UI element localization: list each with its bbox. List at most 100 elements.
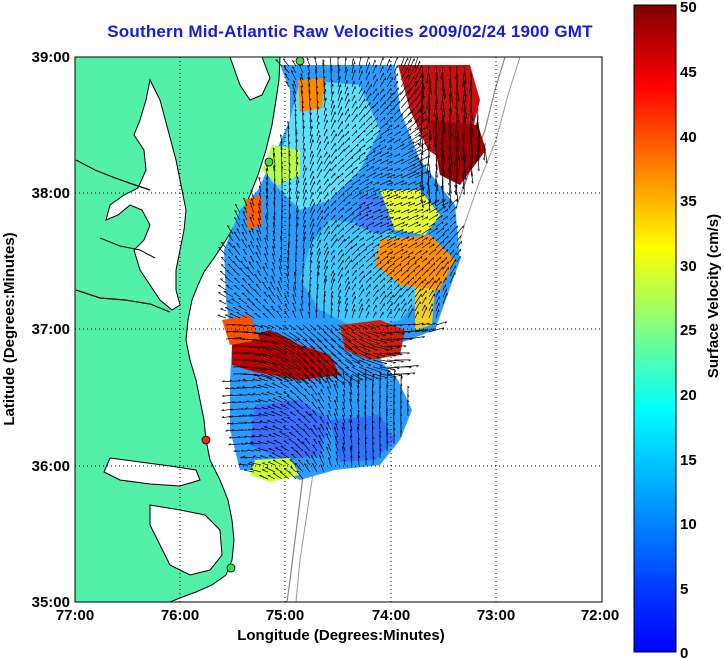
velocity-arrow-head — [427, 269, 429, 272]
velocity-arrow — [316, 148, 321, 158]
velocity-arrow — [393, 242, 403, 249]
velocity-arrow-head — [335, 192, 338, 195]
velocity-arrow-head — [319, 251, 322, 255]
velocity-arrow-head — [373, 254, 376, 257]
velocity-arrow — [238, 464, 248, 466]
velocity-arrow-head — [359, 213, 362, 216]
velocity-arrow — [330, 133, 337, 144]
velocity-arrow — [476, 107, 479, 126]
velocity-arrow — [435, 156, 438, 171]
velocity-arrow-head — [418, 264, 420, 268]
velocity-arrow-head — [436, 188, 439, 192]
velocity-arrow-head — [349, 383, 352, 386]
velocity-arrow — [358, 178, 369, 186]
velocity-arrow-head — [349, 398, 352, 401]
velocity-arrow-head — [349, 391, 352, 395]
velocity-arrow-head — [289, 213, 291, 216]
velocity-arrow — [351, 243, 358, 249]
velocity-arrow-head — [426, 106, 428, 110]
velocity-arrow-head — [305, 211, 307, 214]
velocity-arrow — [236, 312, 248, 319]
velocity-arrow-head — [393, 256, 395, 259]
velocity-arrow — [379, 145, 387, 151]
velocity-arrow-head — [292, 66, 295, 69]
velocity-arrow-head — [317, 106, 320, 110]
velocity-arrow-head — [470, 161, 473, 164]
velocity-arrow — [358, 298, 363, 305]
velocity-arrow-head — [289, 182, 292, 185]
velocity-arrow-head — [286, 283, 289, 286]
velocity-arrow — [419, 128, 423, 147]
velocity-arrow-head — [460, 108, 463, 112]
velocity-arrow-head — [377, 181, 380, 185]
velocity-arrow — [400, 274, 410, 284]
velocity-arrow-head — [337, 176, 339, 179]
velocity-arrow — [427, 170, 430, 186]
velocity-arrow — [295, 121, 297, 130]
velocity-arrow-head — [465, 116, 468, 119]
velocity-arrow-head — [292, 80, 296, 83]
velocity-arrow — [433, 100, 437, 117]
velocity-arrow — [320, 451, 325, 459]
velocity-arrow-head — [407, 236, 410, 240]
velocity-arrow-head — [261, 406, 265, 409]
velocity-arrow — [379, 255, 389, 263]
velocity-arrow — [326, 386, 332, 396]
velocity-arrow — [293, 282, 297, 291]
velocity-arrow — [393, 248, 404, 256]
velocity-arrow — [310, 455, 318, 466]
velocity-arrow-head — [386, 408, 389, 411]
velocity-arrow-head — [364, 411, 367, 415]
velocity-arrow-head — [294, 108, 297, 112]
velocity-arrow — [365, 92, 372, 102]
velocity-arrow-head — [357, 437, 360, 440]
velocity-arrow — [393, 228, 404, 235]
velocity-arrow-head — [405, 223, 408, 227]
velocity-arrow-head — [324, 82, 327, 85]
velocity-arrow — [335, 458, 339, 466]
velocity-arrow-head — [286, 265, 289, 268]
velocity-arrow-head — [340, 90, 343, 94]
velocity-arrow — [268, 286, 276, 298]
velocity-arrow-head — [449, 240, 451, 243]
velocity-arrow-head — [384, 145, 387, 149]
albemarle-sound — [103, 457, 201, 487]
velocity-arrow-head — [229, 394, 232, 397]
velocity-arrow-head — [456, 198, 458, 202]
velocity-arrow — [330, 119, 336, 130]
velocity-arrow — [258, 434, 269, 438]
velocity-arrow-head — [272, 371, 276, 373]
velocity-arrow — [470, 149, 473, 164]
velocity-arrow — [304, 438, 311, 445]
velocity-arrow-head — [440, 186, 443, 189]
velocity-arrow — [414, 256, 423, 263]
velocity-arrow — [337, 179, 345, 186]
velocity-arrow — [350, 409, 353, 417]
velocity-arrow — [407, 202, 416, 207]
velocity-arrow — [414, 60, 421, 74]
velocity-arrow-head — [413, 170, 416, 174]
velocity-arrow-head — [412, 141, 415, 145]
velocity-arrow — [309, 176, 315, 186]
velocity-arrow — [276, 377, 283, 382]
velocity-arrow — [309, 385, 318, 396]
velocity-arrow — [246, 338, 264, 342]
velocity-arrow — [323, 278, 327, 291]
velocity-arrow-head — [250, 441, 253, 443]
velocity-arrow — [330, 143, 336, 151]
velocity-arrow — [351, 143, 359, 151]
velocity-arrow-head — [419, 109, 422, 113]
velocity-arrow — [283, 65, 290, 74]
y-tick-label: 36:00 — [32, 458, 70, 475]
velocity-arrow — [379, 202, 389, 207]
velocity-arrow — [337, 309, 340, 319]
velocity-arrow — [344, 259, 352, 270]
velocity-arrow — [266, 309, 276, 319]
velocity-arrow — [288, 471, 297, 480]
velocity-arrow — [323, 259, 328, 270]
velocity-arrow-head — [411, 230, 414, 234]
velocity-arrow-head — [330, 68, 333, 71]
velocity-arrow — [449, 249, 455, 256]
velocity-arrow — [358, 151, 366, 158]
velocity-arrow — [400, 57, 405, 67]
